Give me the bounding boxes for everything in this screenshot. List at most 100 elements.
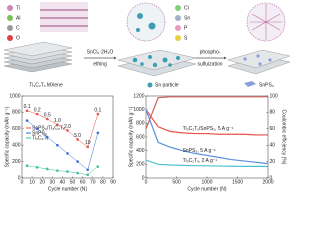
step-label: sulfuization xyxy=(197,61,222,67)
material-label: SnPS₃ xyxy=(259,82,274,88)
step-label: ething xyxy=(93,61,107,67)
data-point xyxy=(56,143,59,147)
data-point xyxy=(86,145,90,149)
x-tick-label: 50 xyxy=(70,179,76,185)
x-tick-label: 0 xyxy=(21,179,24,185)
legend-label: P xyxy=(184,25,188,31)
y2-axis-label: Coulombic efficiency (%) xyxy=(281,110,287,165)
series-line xyxy=(145,109,268,136)
series-line xyxy=(26,110,99,148)
rate-label: 0.1 xyxy=(24,104,31,110)
y-tick-label: 1000 xyxy=(9,93,20,99)
legend-swatch xyxy=(175,5,181,11)
y-tick-label: 200 xyxy=(12,159,21,165)
legend-label: Ti₃C₂Tₓ xyxy=(32,135,49,141)
step-label: SnCl₂·2H₂O xyxy=(87,49,114,55)
y-tick-label: 0 xyxy=(142,175,145,181)
legend-label: SnPS₃/Ti₃C₂Tₓ xyxy=(32,125,65,131)
x-tick-label: 500 xyxy=(172,179,181,185)
y-axis-label: Specific capacity (mAh g⁻¹) xyxy=(128,106,134,167)
y-tick-label: 800 xyxy=(136,121,145,127)
plot-frame xyxy=(21,95,114,179)
data-point xyxy=(25,109,29,113)
y2-tick-label: 0 xyxy=(270,175,273,181)
legend-label: O xyxy=(16,35,20,41)
y-tick-label: 400 xyxy=(136,148,145,154)
mxene-stack xyxy=(3,41,73,73)
x-axis-label: Cycle number (N) xyxy=(48,186,88,192)
legend-swatch xyxy=(7,15,13,21)
x-tick-label: 1000 xyxy=(201,179,212,185)
legend-label: Al xyxy=(16,15,20,21)
snps3-particles xyxy=(243,54,272,66)
zoom-particles xyxy=(136,13,156,32)
zoom-circle xyxy=(126,2,166,42)
x-tick-label: 2000 xyxy=(262,179,273,185)
legend-label: Cl xyxy=(184,5,189,11)
rate-label: 10 xyxy=(85,140,91,146)
series-label: Ti₃C₂Tₓ, 2 A g⁻¹ xyxy=(183,158,218,164)
y-tick-label: 200 xyxy=(136,162,145,168)
sheet xyxy=(227,49,291,69)
y2-tick-label: 60 xyxy=(270,126,276,132)
y2-tick-label: 40 xyxy=(270,143,276,149)
schematic: SnCl₂·2H₂O ething phospho- sulfuization … xyxy=(3,2,291,88)
x-tick-label: 10 xyxy=(29,179,35,185)
data-point xyxy=(96,131,100,135)
data-point xyxy=(35,166,39,169)
rate-label: 0.1 xyxy=(94,107,101,113)
rate-label: 2.0 xyxy=(64,124,71,130)
data-point xyxy=(96,165,100,168)
rate-label: 0.2 xyxy=(34,107,41,113)
legend-label: SnPS₃ xyxy=(32,130,47,136)
data-point xyxy=(45,135,49,139)
y-tick-label: 800 xyxy=(12,110,21,116)
data-point xyxy=(25,119,29,122)
legend-swatch xyxy=(175,15,181,21)
data-point xyxy=(86,173,90,177)
data-point xyxy=(76,171,79,175)
series-line xyxy=(145,109,269,165)
material-label: Ti₃C₂Tₓ MXene xyxy=(29,82,63,88)
legend-swatch xyxy=(175,25,181,31)
data-point xyxy=(66,170,69,173)
zoom-lattice xyxy=(250,4,282,40)
data-point xyxy=(35,127,39,131)
series-label: Ti₃C₂Tₓ/SnPS₃, 5 A g⁻¹ xyxy=(183,126,234,132)
sheet xyxy=(117,49,197,71)
data-point xyxy=(35,112,39,116)
rate-label: 1.0 xyxy=(54,118,61,124)
legend-swatch xyxy=(175,35,181,41)
legend-label: S xyxy=(184,35,188,41)
data-point xyxy=(56,169,59,172)
legend-swatch xyxy=(7,25,13,31)
data-point xyxy=(66,152,69,155)
y2-tick-label: 100 xyxy=(270,93,279,99)
series-line xyxy=(26,120,99,171)
data-point xyxy=(45,167,49,171)
y-axis-label: Specific capacity (mAh g⁻¹) xyxy=(4,106,10,167)
y-tick-label: 400 xyxy=(12,143,21,149)
x-axis-label: Cycle number (N) xyxy=(187,186,227,192)
x-tick-label: 0 xyxy=(145,179,148,185)
y-tick-label: 600 xyxy=(136,134,145,140)
sn-icon xyxy=(147,82,153,88)
data-point xyxy=(76,160,79,163)
x-tick-label: 80 xyxy=(100,179,106,185)
series-line xyxy=(145,96,268,130)
sn-particles xyxy=(132,55,180,68)
series-line xyxy=(145,159,269,168)
x-tick-label: 90 xyxy=(110,179,116,185)
y-tick-label: 0 xyxy=(18,175,21,181)
y-tick-label: 1000 xyxy=(133,107,144,113)
snps3-icon xyxy=(244,81,256,87)
mxene-crystal xyxy=(40,2,88,32)
x-tick-label: 70 xyxy=(90,179,96,185)
legend-label: Ti xyxy=(16,5,20,11)
y2-tick-label: 80 xyxy=(270,110,276,116)
data-point xyxy=(25,164,29,167)
data-point xyxy=(45,117,49,121)
series-line xyxy=(27,165,98,175)
x-tick-label: 60 xyxy=(80,179,86,185)
mxene-crystal-layers xyxy=(40,9,88,27)
